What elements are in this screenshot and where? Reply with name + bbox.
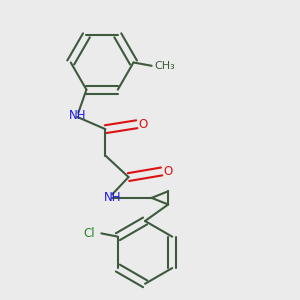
Text: CH₃: CH₃ <box>154 61 175 71</box>
Text: Cl: Cl <box>83 227 95 240</box>
Text: O: O <box>138 118 147 131</box>
Text: NH: NH <box>104 191 121 204</box>
Text: O: O <box>163 165 172 178</box>
Text: NH: NH <box>69 109 87 122</box>
